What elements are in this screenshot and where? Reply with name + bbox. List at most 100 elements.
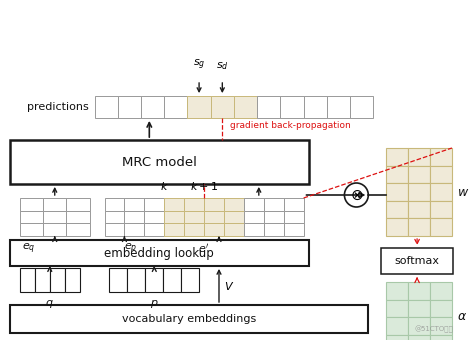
Bar — [125, 198, 144, 211]
Bar — [264, 198, 284, 211]
Bar — [303, 96, 327, 118]
Bar — [386, 282, 408, 300]
Bar — [284, 211, 303, 223]
Bar — [257, 96, 280, 118]
Text: $s_d$: $s_d$ — [216, 60, 229, 72]
Text: $w$: $w$ — [457, 186, 469, 199]
Bar — [386, 218, 408, 236]
Bar — [408, 218, 430, 236]
Text: $\otimes$: $\otimes$ — [350, 187, 363, 203]
Bar — [234, 96, 257, 118]
Bar — [430, 166, 452, 183]
Bar — [164, 198, 184, 211]
Text: MRC model: MRC model — [122, 155, 197, 169]
Text: $k$: $k$ — [160, 180, 169, 192]
Bar — [118, 96, 141, 118]
Text: gradient back-propagation: gradient back-propagation — [230, 120, 351, 130]
Bar — [386, 183, 408, 201]
Bar — [224, 198, 244, 211]
Bar — [184, 211, 204, 223]
Bar — [430, 201, 452, 218]
Bar — [408, 282, 430, 300]
Bar — [127, 268, 145, 292]
Bar — [408, 335, 430, 340]
Text: vocabulary embeddings: vocabulary embeddings — [122, 314, 256, 324]
Bar — [104, 223, 125, 236]
Bar — [164, 211, 184, 223]
Bar — [204, 211, 224, 223]
Bar — [381, 248, 453, 274]
Bar — [430, 148, 452, 166]
Bar — [211, 96, 234, 118]
Bar — [204, 223, 224, 236]
Bar — [386, 201, 408, 218]
Bar — [43, 223, 67, 236]
Bar — [350, 96, 373, 118]
Bar — [20, 223, 43, 236]
Bar — [386, 317, 408, 335]
Bar — [184, 198, 204, 211]
Text: $e_q$: $e_q$ — [22, 242, 35, 256]
Bar — [65, 268, 80, 292]
Bar — [50, 268, 65, 292]
Bar — [94, 96, 118, 118]
Bar — [125, 211, 144, 223]
Bar — [386, 335, 408, 340]
Text: $k+1$: $k+1$ — [190, 180, 218, 192]
Bar — [10, 140, 309, 184]
Bar — [67, 198, 90, 211]
Bar — [224, 223, 244, 236]
Bar — [144, 211, 164, 223]
Bar — [264, 211, 284, 223]
Bar — [104, 198, 125, 211]
Bar — [35, 268, 50, 292]
Bar — [386, 300, 408, 317]
Bar — [408, 183, 430, 201]
Bar — [187, 96, 211, 118]
Text: $\alpha$: $\alpha$ — [457, 310, 467, 323]
Bar — [43, 198, 67, 211]
Bar — [408, 148, 430, 166]
Bar — [163, 268, 181, 292]
Bar — [264, 223, 284, 236]
Bar — [67, 223, 90, 236]
Bar — [20, 198, 43, 211]
Text: softmax: softmax — [395, 256, 439, 266]
Bar — [386, 148, 408, 166]
Bar — [10, 305, 368, 333]
Bar — [430, 317, 452, 335]
Bar — [408, 317, 430, 335]
Bar — [141, 96, 164, 118]
Bar — [125, 223, 144, 236]
Bar — [144, 223, 164, 236]
Bar — [244, 198, 264, 211]
Bar — [327, 96, 350, 118]
Text: predictions: predictions — [27, 102, 89, 112]
Bar — [181, 268, 199, 292]
Text: $e'$: $e'$ — [198, 242, 210, 255]
Bar — [10, 240, 309, 266]
Text: @51CTO博客: @51CTO博客 — [414, 326, 453, 333]
Bar — [104, 211, 125, 223]
Bar — [280, 96, 303, 118]
Bar — [184, 223, 204, 236]
Bar — [204, 198, 224, 211]
Bar — [20, 211, 43, 223]
Text: $p$: $p$ — [150, 298, 159, 310]
Bar — [430, 183, 452, 201]
Text: $V$: $V$ — [224, 279, 234, 291]
Bar — [430, 218, 452, 236]
Bar — [145, 268, 163, 292]
Bar — [43, 211, 67, 223]
Bar — [164, 96, 187, 118]
Text: $e_p$: $e_p$ — [124, 242, 137, 256]
Bar — [144, 198, 164, 211]
Bar — [244, 211, 264, 223]
Bar — [164, 223, 184, 236]
Bar — [284, 198, 303, 211]
Bar — [430, 300, 452, 317]
Text: $s_g$: $s_g$ — [193, 57, 205, 72]
Bar — [408, 300, 430, 317]
Bar — [430, 282, 452, 300]
Bar — [284, 223, 303, 236]
